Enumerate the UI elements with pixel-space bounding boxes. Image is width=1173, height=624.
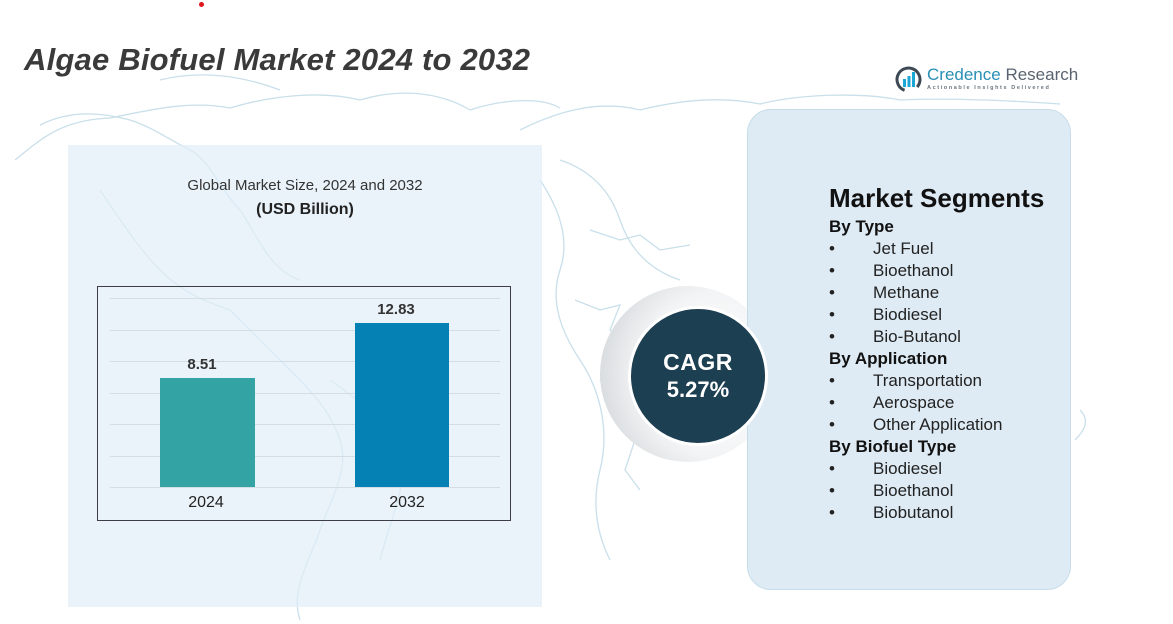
segment-item: • Biobutanol	[829, 502, 1044, 524]
bullet-icon: •	[829, 261, 835, 280]
gridline	[110, 298, 500, 299]
segment-item: • Jet Fuel	[829, 238, 1044, 260]
market-segments-panel	[747, 109, 1071, 590]
cagr-badge: CAGR 5.27%	[628, 306, 768, 446]
logo-name: Credence Research	[927, 65, 1078, 85]
gridline	[110, 393, 500, 394]
segment-item: • Bioethanol	[829, 480, 1044, 502]
segment-item: • Methane	[829, 282, 1044, 304]
chart-frame	[97, 286, 511, 521]
market-size-panel	[68, 145, 542, 607]
bullet-icon: •	[829, 415, 835, 434]
logo-name-part1: Credence	[927, 65, 1001, 84]
segment-group-title: By Type	[829, 217, 894, 236]
segment-item: • Bio-Butanol	[829, 326, 1044, 348]
bar-value-2024: 8.51	[187, 356, 217, 373]
segment-item-label: Transportation	[873, 371, 982, 390]
red-dot-marker	[199, 2, 204, 7]
segment-item: • Aerospace	[829, 392, 1044, 414]
segment-item-label: Bioethanol	[873, 481, 954, 500]
segment-item-label: Bioethanol	[873, 261, 954, 280]
bullet-icon: •	[829, 305, 835, 324]
gridline	[110, 456, 500, 457]
bullet-icon: •	[829, 371, 835, 390]
market-segments: Market Segments By Type • Jet Fuel • Bioet…	[829, 183, 1044, 524]
bar-category-2032: 2032	[389, 494, 425, 511]
bar-chart-circle-icon	[895, 66, 922, 93]
bullet-icon: •	[829, 459, 835, 478]
segment-item-label: Biodiesel	[873, 305, 942, 324]
segment-item-label: Other Application	[873, 415, 1003, 434]
segments-title: Market Segments	[829, 183, 1045, 213]
credence-research-logo: Credence Research Actionable Insights De…	[895, 64, 1080, 96]
bullet-icon: •	[829, 239, 835, 258]
segment-item: • Biodiesel	[829, 304, 1044, 326]
segment-group-title: By Application	[829, 349, 948, 368]
segment-item: • Biodiesel	[829, 458, 1044, 480]
segment-item-label: Jet Fuel	[873, 239, 934, 258]
bullet-icon: •	[829, 327, 835, 346]
bullet-icon: •	[829, 481, 835, 500]
cagr-value: 5.27%	[666, 377, 730, 402]
bar-value-2032: 12.83	[377, 301, 415, 318]
segment-group-title: By Biofuel Type	[829, 437, 957, 456]
bullet-icon: •	[829, 393, 835, 412]
segment-item: • Transportation	[829, 370, 1044, 392]
bar-2032	[355, 323, 449, 487]
segment-item-label: Methane	[873, 283, 940, 302]
bullet-icon: •	[829, 503, 835, 522]
chart-baseline	[110, 487, 500, 488]
segment-item-label: Biobutanol	[873, 503, 954, 522]
gridline	[110, 424, 500, 425]
logo-tagline: Actionable Insights Delivered	[927, 85, 1051, 91]
logo-name-part2: Research	[1000, 65, 1079, 84]
bullet-icon: •	[829, 283, 835, 302]
chart-unit: (USD Billion)	[256, 201, 354, 218]
page-title: Algae Biofuel Market 2024 to 2032	[24, 42, 531, 77]
chart-title: Global Market Size, 2024 and 2032	[187, 177, 423, 194]
bar-2024	[160, 378, 255, 487]
segment-item-label: Biodiesel	[873, 459, 942, 478]
segment-item-label: Aerospace	[873, 393, 955, 412]
segment-item: • Other Application	[829, 414, 1044, 436]
gridline	[110, 361, 500, 362]
cagr-label: CAGR	[663, 349, 733, 375]
gridline	[110, 330, 500, 331]
segment-item: • Bioethanol	[829, 260, 1044, 282]
segment-item-label: Bio-Butanol	[873, 327, 961, 346]
bar-category-2024: 2024	[188, 494, 224, 511]
